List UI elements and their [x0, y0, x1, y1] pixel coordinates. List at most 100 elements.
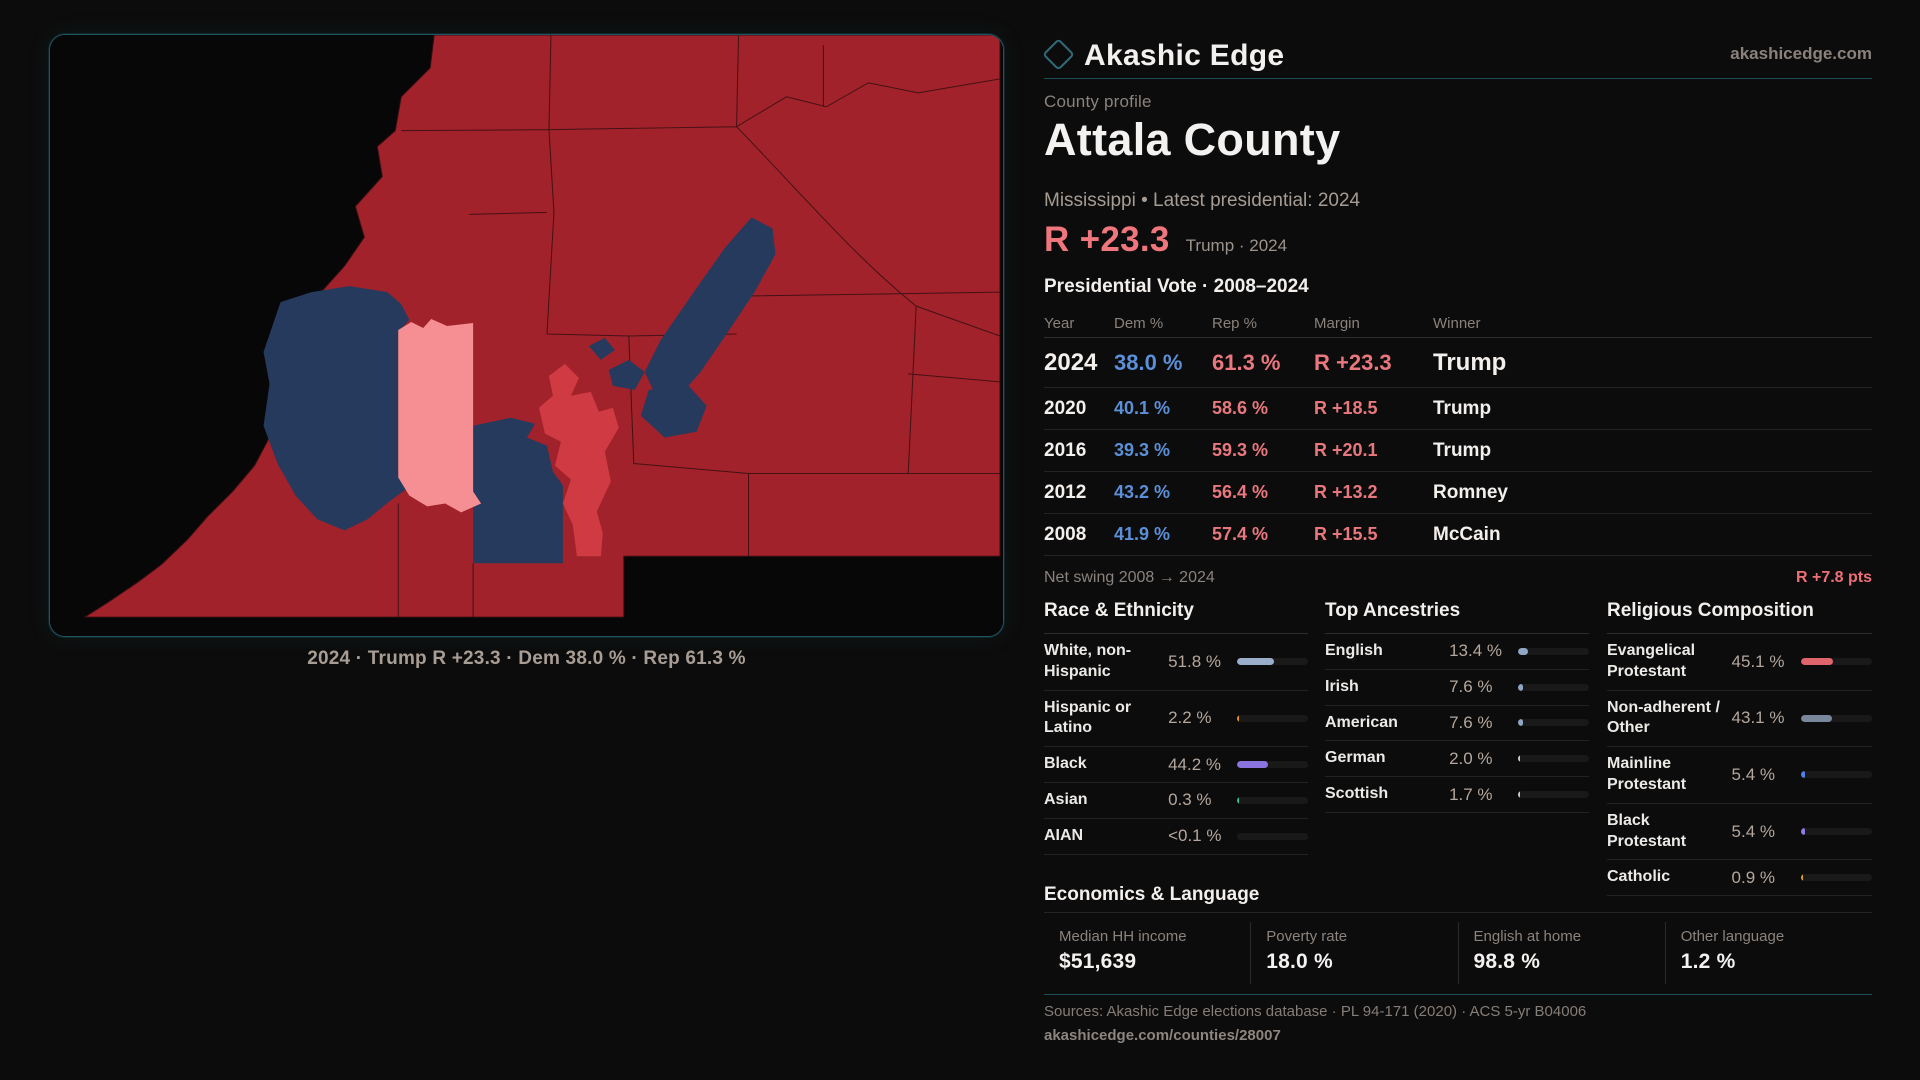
economics-stat-label: Median HH income — [1059, 928, 1187, 945]
stat-bar — [1801, 658, 1872, 666]
net-swing-row: Net swing 2008 → 2024 R +7.8 pts — [1044, 562, 1872, 594]
stat-value: 51.8 % — [1168, 651, 1222, 671]
stat-value: 5.4 % — [1731, 821, 1776, 841]
stat-value: <0.1 % — [1168, 826, 1222, 846]
map-panel — [49, 34, 1004, 637]
latest-margin-context: Trump · 2024 — [1185, 236, 1288, 255]
sources-line: Sources: Akashic Edge elections database… — [1044, 1003, 1587, 1020]
vote-row: 2024 38.0 % 61.3 % R +23.3 Trump — [1044, 338, 1872, 388]
stat-bar — [1801, 714, 1872, 722]
stat-row: Mainline Protestant 5.4 % — [1607, 747, 1872, 804]
economics-stat-value: 18.0 % — [1266, 950, 1333, 973]
stat-row: Non-adherent / Other 43.1 % — [1607, 691, 1872, 748]
stat-value: 45.1 % — [1731, 651, 1785, 671]
vote-column-header: Margin — [1314, 315, 1360, 332]
economics-stat-label: English at home — [1473, 928, 1582, 945]
net-swing-label: Net swing 2008 → 2024 — [1044, 569, 1215, 586]
vote-table-title: Presidential Vote · 2008–2024 — [1044, 276, 1309, 297]
vote-rep-pct: 56.4 % — [1212, 482, 1269, 502]
economics-divider — [1044, 912, 1872, 913]
map-county-region-democratic-strip-lower[interactable] — [640, 385, 707, 438]
brand-domain-link[interactable]: akashicedge.com — [1730, 44, 1872, 63]
county-map[interactable] — [50, 35, 1003, 636]
stat-label: Black — [1044, 755, 1087, 773]
map-county-region-democratic-south[interactable] — [473, 417, 563, 564]
stat-bar-fill — [1801, 874, 1804, 882]
stat-label: AIAN — [1044, 826, 1084, 844]
vote-year: 2008 — [1044, 523, 1087, 545]
stat-bar-fill — [1801, 771, 1805, 779]
vote-year: 2024 — [1044, 348, 1098, 376]
stat-bar-fill — [1518, 647, 1528, 655]
map-county-region-democratic-strip[interactable] — [644, 217, 776, 396]
vote-table-header: Year Dem % Rep % Margin Winner — [1044, 310, 1872, 338]
stat-bar — [1801, 874, 1872, 882]
stat-bar — [1518, 647, 1589, 655]
stat-bar — [1237, 658, 1308, 666]
stat-label: English — [1325, 642, 1383, 659]
map-county-region-democratic-west[interactable] — [263, 286, 412, 531]
stat-value: 7.6 % — [1449, 677, 1493, 697]
economics-stat: English at home 98.8 % — [1457, 922, 1665, 984]
economics-stat: Median HH income $51,639 — [1044, 922, 1250, 984]
vote-column-header: Dem % — [1114, 315, 1164, 332]
stat-bar — [1237, 832, 1308, 840]
header-divider — [1044, 78, 1872, 79]
stat-value: 43.1 % — [1731, 708, 1785, 728]
stat-value: 0.3 % — [1168, 790, 1212, 810]
stats-section-title: Religious Composition — [1607, 600, 1872, 634]
stat-row: Black Protestant 5.4 % — [1607, 804, 1872, 861]
stat-bar-fill — [1518, 755, 1521, 763]
vote-winner: McCain — [1433, 523, 1501, 545]
stat-row: Evangelical Protestant 45.1 % — [1607, 634, 1872, 691]
vote-row: 2016 39.3 % 59.3 % R +20.1 Trump — [1044, 430, 1872, 472]
brand-name[interactable]: Akashic Edge — [1084, 39, 1285, 72]
stat-label: American — [1325, 713, 1398, 731]
economics-stat-value: $51,639 — [1059, 950, 1137, 973]
vote-row: 2020 40.1 % 58.6 % R +18.5 Trump — [1044, 388, 1872, 430]
vote-year: 2012 — [1044, 481, 1087, 503]
stat-label: Hispanic or Latino — [1044, 698, 1132, 737]
stat-bar — [1237, 796, 1308, 804]
vote-row: 2012 43.2 % 56.4 % R +13.2 Romney — [1044, 472, 1872, 514]
stats-section: Top Ancestries English 13.4 % Irish 7.6 % Ame… — [1325, 600, 1589, 813]
stat-row: American 7.6 % — [1325, 706, 1589, 742]
stat-bar-fill — [1801, 714, 1832, 722]
vote-dem-pct: 38.0 % — [1114, 349, 1183, 375]
vote-table-rows: 2024 38.0 % 61.3 % R +23.3 Trump 2020 40.1 % 58… — [1044, 338, 1872, 556]
map-caption: 2024 · Trump R +23.3 · Dem 38.0 % · Rep … — [307, 648, 746, 669]
stat-bar-fill — [1237, 714, 1240, 722]
map-county-region-democratic-blob2[interactable] — [588, 337, 615, 360]
stat-row: Catholic 0.9 % — [1607, 860, 1872, 897]
stat-label: Scottish — [1325, 785, 1389, 803]
stats-section-title: Race & Ethnicity — [1044, 600, 1308, 634]
stat-label: German — [1325, 749, 1386, 767]
stat-row: AIAN <0.1 % — [1044, 819, 1308, 855]
vote-winner: Trump — [1433, 439, 1492, 461]
diamond-logo-icon[interactable] — [1042, 38, 1075, 71]
vote-winner: Romney — [1433, 481, 1508, 503]
map-county-region-republican-light[interactable] — [538, 363, 619, 557]
permalink[interactable]: akashicedge.com/counties/28007 — [1044, 1027, 1281, 1044]
stat-row: Hispanic or Latino 2.2 % — [1044, 691, 1308, 748]
stat-label: Asian — [1044, 790, 1088, 808]
stat-bar — [1237, 714, 1308, 722]
stat-value: 44.2 % — [1168, 754, 1222, 774]
stat-bar-fill — [1237, 658, 1274, 666]
vote-rep-pct: 58.6 % — [1212, 398, 1269, 418]
stat-bar — [1518, 719, 1589, 727]
stat-row: German 2.0 % — [1325, 741, 1589, 778]
page-title: Attala County — [1044, 114, 1341, 165]
map-county-region-selected-attala[interactable] — [398, 319, 482, 513]
stat-value: 0.9 % — [1731, 867, 1776, 887]
stat-value: 13.4 % — [1449, 641, 1503, 661]
stat-bar-fill — [1518, 683, 1524, 691]
vote-margin: R +18.5 — [1314, 398, 1378, 418]
stat-bar-fill — [1801, 828, 1805, 836]
stat-bar — [1518, 755, 1589, 763]
map-county-region-democratic-blob1[interactable] — [608, 359, 645, 390]
stat-label: Black Protestant — [1607, 811, 1687, 850]
vote-dem-pct: 41.9 % — [1114, 524, 1171, 544]
vote-year: 2020 — [1044, 397, 1087, 419]
stat-value: 2.2 % — [1168, 708, 1212, 728]
